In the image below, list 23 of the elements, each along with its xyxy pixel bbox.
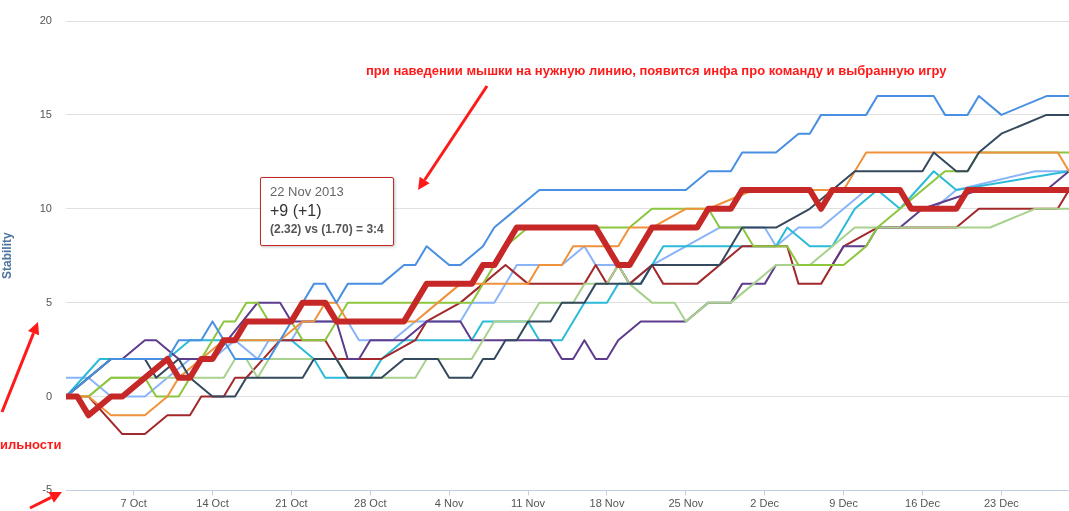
annotation: +9 (+1) xyxy=(270,201,323,220)
text: ильности xyxy=(0,437,62,452)
x-tick-label: 21 Oct xyxy=(275,497,308,510)
annotation: при наведении мышки на нужную линию, появится инфа про команду и выбранную игру xyxy=(366,63,947,78)
y-tick-label: 0 xyxy=(45,389,52,402)
x-tick-label: 7 Oct xyxy=(120,497,147,510)
x-tick-label: 18 Nov xyxy=(589,497,625,510)
y-axis-title: Stability xyxy=(0,232,14,280)
annotation: (2.32) vs (1.70) = 3:4 xyxy=(270,221,384,238)
x-tick-label: 4 Nov xyxy=(434,497,465,510)
x-tick-label: 11 Nov xyxy=(511,497,546,510)
y-tick-label: 15 xyxy=(39,107,52,120)
x-tick-label: 25 Nov xyxy=(668,497,704,510)
y-tick-label: 10 xyxy=(39,201,52,214)
x-tick-label: 2 Dec xyxy=(750,497,780,510)
x-tick-label: 14 Oct xyxy=(196,497,229,510)
x-tick-label: 23 Dec xyxy=(983,497,1020,510)
x-tick-label: 28 Oct xyxy=(354,497,387,510)
x-tick-label: 16 Dec xyxy=(905,497,941,510)
x-tick-label: 9 Dec xyxy=(829,497,859,510)
y-tick-label: 20 xyxy=(39,14,52,27)
annotation: 22 Nov 2013 xyxy=(270,183,345,201)
y-tick-label: 5 xyxy=(45,295,52,308)
